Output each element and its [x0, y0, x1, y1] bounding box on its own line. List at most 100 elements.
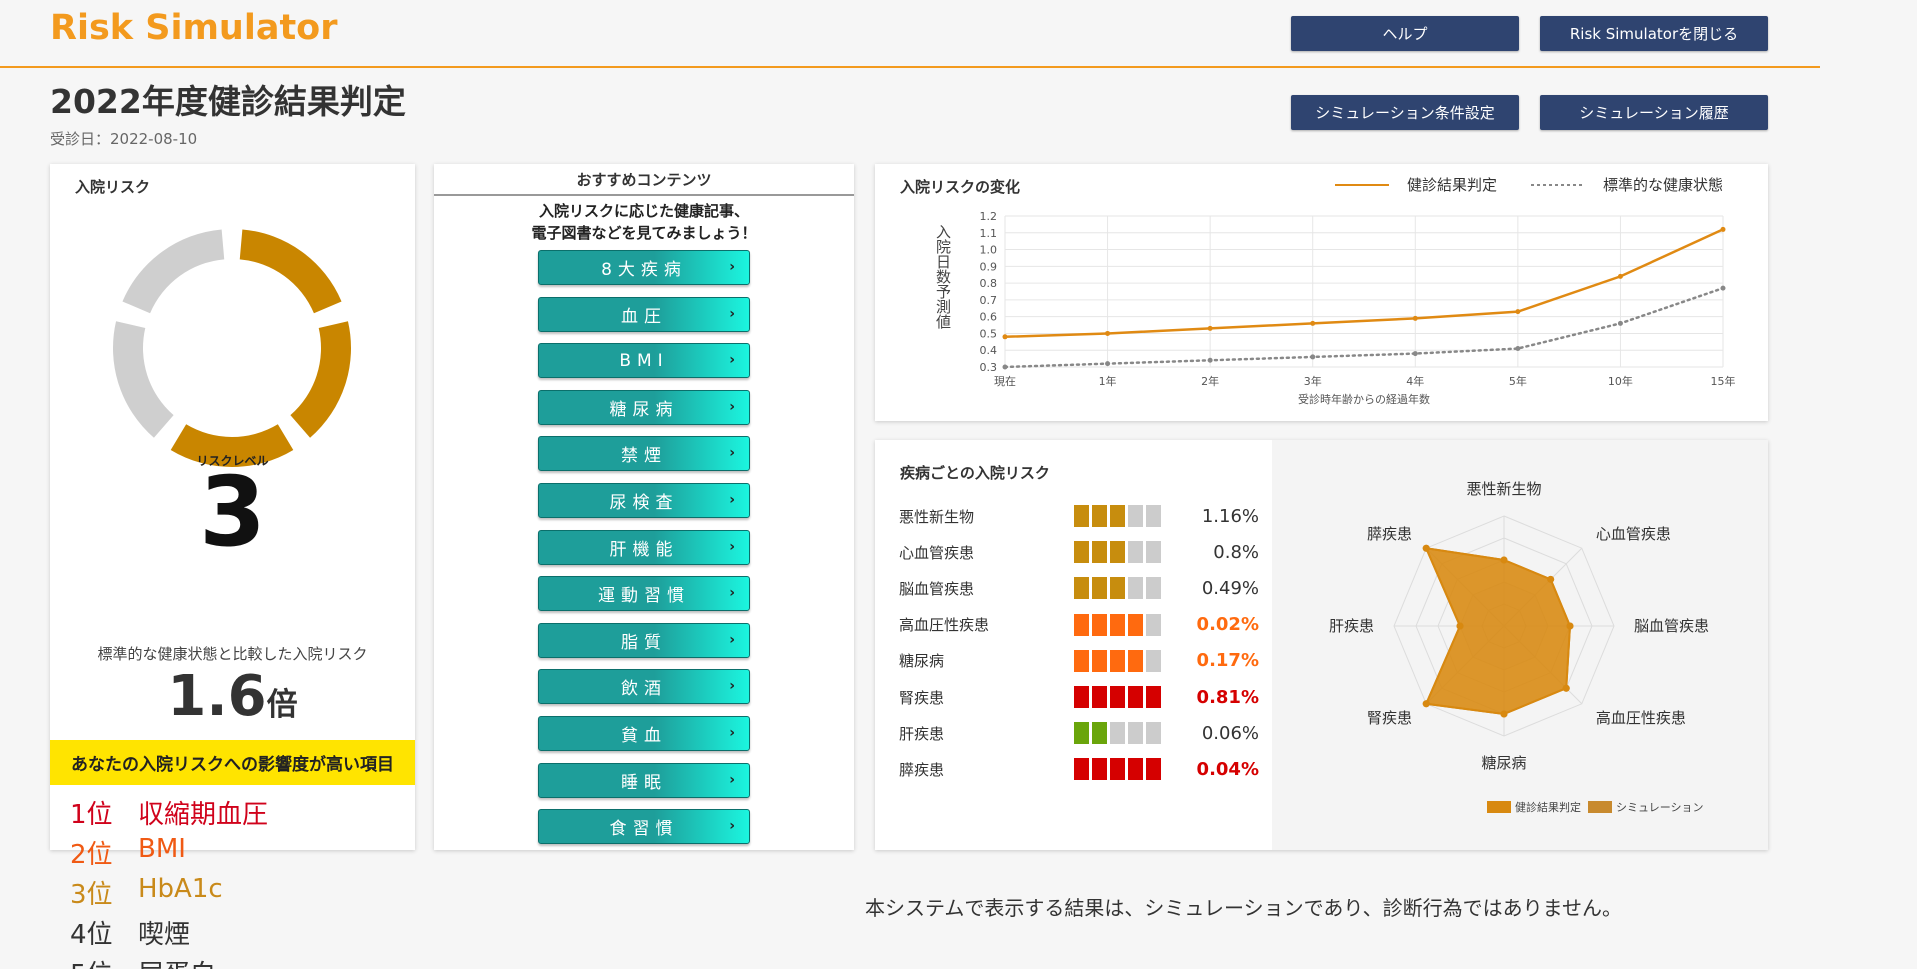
risk-trend-card: 入院リスクの変化 1.2 1.1 1.0 0.9 0.8 0.7 0.6 0.5 0.4 0.3 現… — [875, 164, 1768, 421]
risk-level-block — [1092, 577, 1107, 600]
recommend-desc-line2: 電子図書などを見てみましょう！ — [531, 224, 757, 242]
simulation-history-button[interactable]: シミュレーション履歴 — [1540, 95, 1768, 130]
y-tick-label: 0.5 — [980, 327, 998, 340]
recommend-item-label: 飲酒 — [621, 679, 667, 700]
risk-level-block — [1074, 541, 1089, 564]
x-axis-label: 受診時年齢からの経過年数 — [1298, 392, 1430, 406]
risk-level-blocks — [1074, 577, 1187, 600]
recommend-item-button[interactable]: 血圧 › — [538, 296, 750, 332]
y-tick-label: 1.1 — [980, 227, 998, 240]
chevron-right-icon: › — [729, 492, 735, 508]
chevron-right-icon: › — [729, 771, 735, 788]
radar-axis-label: 糖尿病 — [1481, 754, 1526, 772]
risk-level-block — [1110, 505, 1125, 527]
rank-position: 1位 — [70, 800, 113, 830]
y-tick-label: 1.0 — [980, 244, 998, 257]
legend-label: シミュレーション — [1616, 801, 1704, 814]
radar-point — [1500, 710, 1508, 718]
radar-point — [1547, 575, 1555, 583]
rank-item-name: 喫煙 — [138, 920, 191, 950]
disease-name: 肝疾患 — [899, 724, 945, 743]
risk-level-block — [1074, 758, 1089, 781]
chevron-right-icon: › — [729, 678, 735, 695]
risk-level-block — [1092, 649, 1107, 672]
y-tick-label: 0.8 — [980, 277, 998, 290]
disease-percentage: 1.16% — [1201, 505, 1259, 527]
recommend-item-button[interactable]: 貧血 › — [538, 716, 750, 751]
risk-level-gauge — [113, 229, 351, 467]
disease-risk-card: 疾病ごとの入院リスク 悪性新生物 1.16% 心血管疾患 0.8% 脳血管疾患 0.49%… — [875, 440, 1768, 850]
recommend-item-button[interactable]: 脂質 › — [538, 622, 750, 658]
risk-level-block — [1092, 722, 1107, 745]
x-tick-label: 15年 — [1711, 374, 1736, 388]
y-tick-label: 1.2 — [980, 210, 998, 223]
recommend-item-button[interactable]: 8大疾病 › — [538, 250, 750, 285]
disease-name: 心血管疾患 — [899, 543, 975, 562]
data-point — [1720, 226, 1726, 232]
impact-rank-row: 4位 喫煙 — [70, 914, 190, 951]
risk-card: 入院リスク リスクレベル 3 標準的な健康状態と比較した入院リスク 1.6倍 あ… — [50, 164, 415, 969]
recommend-item-button[interactable]: 飲酒 › — [538, 669, 750, 705]
recommend-item-label: 運動習慣 — [598, 586, 690, 607]
rank-item-name: 収縮期血圧 — [138, 800, 269, 830]
recommend-item-button[interactable]: 尿検査 › — [538, 483, 750, 518]
radar-axis-label: 悪性新生物 — [1466, 480, 1541, 498]
recommend-item-button[interactable]: BMI › — [538, 343, 750, 379]
chevron-right-icon: › — [729, 725, 735, 741]
chevron-right-icon: › — [729, 538, 735, 555]
recommend-item-label: 8大疾病 — [601, 260, 687, 280]
legend-swatch — [1588, 801, 1612, 813]
disease-list-title: 疾病ごとの入院リスク — [900, 464, 1050, 482]
risk-level-block — [1092, 758, 1107, 781]
recommend-item-label: 貧血 — [621, 726, 667, 746]
risk-level-label: リスクレベル — [196, 454, 269, 468]
radar-axis-label: 腎疾患 — [1367, 709, 1412, 727]
recommend-item-button[interactable]: 禁煙 › — [538, 436, 750, 472]
disease-percentage: 0.06% — [1201, 722, 1259, 744]
chevron-right-icon: › — [729, 305, 735, 322]
recommend-item-button[interactable]: 糖尿病 › — [538, 389, 750, 425]
data-point — [1310, 320, 1316, 326]
y-tick-label: 0.7 — [980, 294, 998, 307]
recommend-title: おすすめコンテンツ — [434, 164, 854, 196]
rank-position: 3位 — [70, 880, 113, 910]
recommend-item-button[interactable]: 運動習慣 › — [538, 576, 750, 612]
gauge-segment — [122, 229, 225, 314]
radar-axis-label: 心血管疾患 — [1596, 525, 1671, 543]
close-simulator-button[interactable]: Risk Simulatorを閉じる — [1540, 16, 1768, 51]
disease-percentage: 0.81% — [1196, 686, 1259, 708]
y-tick-label: 0.9 — [980, 260, 998, 273]
radar-point — [1562, 684, 1570, 692]
risk-level-blocks — [1074, 649, 1187, 672]
rank-position: 4位 — [70, 920, 113, 950]
risk-level-value: 3 — [199, 456, 266, 568]
disease-percentage: 0.17% — [1196, 650, 1259, 672]
risk-level-block — [1128, 649, 1143, 672]
risk-level-block — [1074, 722, 1089, 745]
help-button[interactable]: ヘルプ — [1291, 16, 1519, 51]
disease-name: 糖尿病 — [899, 652, 945, 671]
recommend-item-button[interactable]: 肝機能 › — [538, 529, 750, 565]
risk-level-block — [1110, 758, 1125, 781]
risk-trend-chart: 1.2 1.1 1.0 0.9 0.8 0.7 0.6 0.5 0.4 0.3現在 1年 2年 3年 4年… — [934, 176, 1736, 406]
radar-axis-label: 高血圧性疾患 — [1596, 709, 1686, 727]
simulation-settings-button[interactable]: シミュレーション条件設定 — [1291, 95, 1519, 130]
recommend-item-label: 血圧 — [621, 306, 667, 327]
risk-level-block — [1128, 722, 1143, 745]
recommend-item-label: 尿検査 — [609, 493, 679, 513]
data-point — [1105, 330, 1111, 336]
disease-row: 肝疾患 0.06% — [899, 720, 1259, 746]
risk-level-block — [1074, 505, 1089, 527]
radar-axis-label: 脳血管疾患 — [1634, 617, 1709, 635]
risk-level-block — [1074, 649, 1089, 672]
radar-point — [1456, 622, 1464, 630]
risk-level-block — [1146, 722, 1161, 745]
recommend-item-button[interactable]: 睡眠 › — [538, 762, 750, 798]
recommend-item-label: 睡眠 — [621, 772, 667, 793]
recommend-item-button[interactable]: 食習慣 › — [538, 809, 750, 845]
app-title: Risk Simulator — [50, 8, 338, 48]
risk-level-block — [1128, 541, 1143, 564]
chevron-right-icon: › — [729, 631, 735, 648]
risk-level-block — [1110, 722, 1125, 745]
rank-item-name: HbA1c — [138, 874, 223, 904]
